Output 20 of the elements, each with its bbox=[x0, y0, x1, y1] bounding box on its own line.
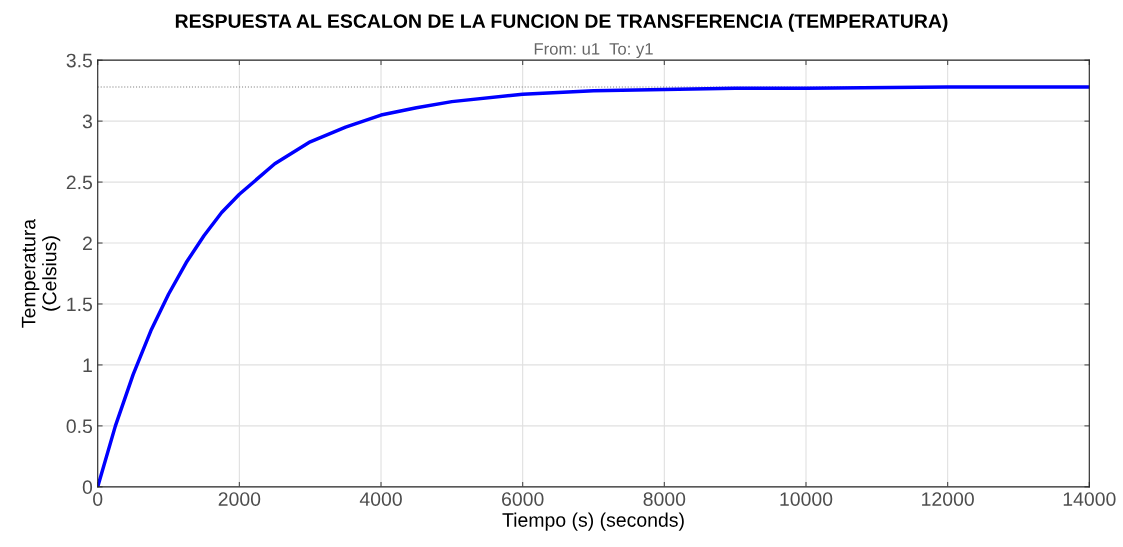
y-tick-label: 3.5 bbox=[66, 53, 93, 68]
x-tick-label: 12000 bbox=[922, 492, 974, 506]
y-tick-label: 3 bbox=[82, 114, 92, 129]
x-tick-label: 4000 bbox=[359, 492, 402, 506]
x-axis-title: Tiempo (s) (seconds) bbox=[502, 512, 684, 531]
y-axis-title: Temperatura (Celsius) bbox=[21, 218, 61, 328]
chart-title: RESPUESTA AL ESCALON DE LA FUNCION DE TRANSFERENCIA (TEMPERATURA) bbox=[175, 13, 948, 32]
x-tick-label: 0 bbox=[93, 492, 103, 506]
x-tick-label: 14000 bbox=[1063, 492, 1116, 506]
y-tick-label: 2.5 bbox=[66, 175, 93, 190]
y-tick-label: 1.5 bbox=[67, 297, 93, 312]
x-tick-label: 2000 bbox=[218, 492, 261, 506]
y-tick-label: 1 bbox=[83, 358, 92, 372]
y-tick-label: 0 bbox=[82, 480, 93, 495]
y-tick-label: 2 bbox=[83, 236, 92, 251]
x-tick-label: 8000 bbox=[643, 492, 686, 506]
y-tick-label: 0.5 bbox=[66, 419, 93, 434]
chart-subtitle: From: u1 To: y1 bbox=[534, 43, 653, 59]
x-tick-label: 10000 bbox=[780, 492, 833, 506]
x-tick-label: 6000 bbox=[502, 492, 544, 506]
